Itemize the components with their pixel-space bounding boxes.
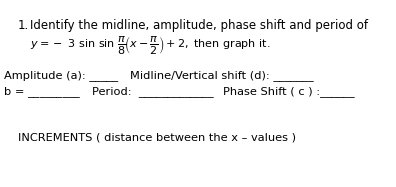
Text: $y = -\ 3\ \mathrm{sin}\ \mathrm{sin}\ \dfrac{\pi}{8}\!\left(x - \dfrac{\pi}{2}\: $y = -\ 3\ \mathrm{sin}\ \mathrm{sin}\ \… bbox=[30, 34, 270, 56]
Text: Phase Shift ( c ) :______: Phase Shift ( c ) :______ bbox=[223, 86, 355, 97]
Text: 1.: 1. bbox=[18, 19, 29, 32]
Text: Period:  _____________: Period: _____________ bbox=[92, 86, 213, 97]
Text: INCREMENTS ( distance between the x – values ): INCREMENTS ( distance between the x – va… bbox=[18, 132, 296, 142]
Text: b = _________: b = _________ bbox=[4, 86, 80, 97]
Text: Midline/Vertical shift (d): _______: Midline/Vertical shift (d): _______ bbox=[130, 70, 314, 81]
Text: Identify the midline, amplitude, phase shift and period of: Identify the midline, amplitude, phase s… bbox=[30, 19, 368, 32]
Text: Amplitude (a): _____: Amplitude (a): _____ bbox=[4, 70, 118, 81]
